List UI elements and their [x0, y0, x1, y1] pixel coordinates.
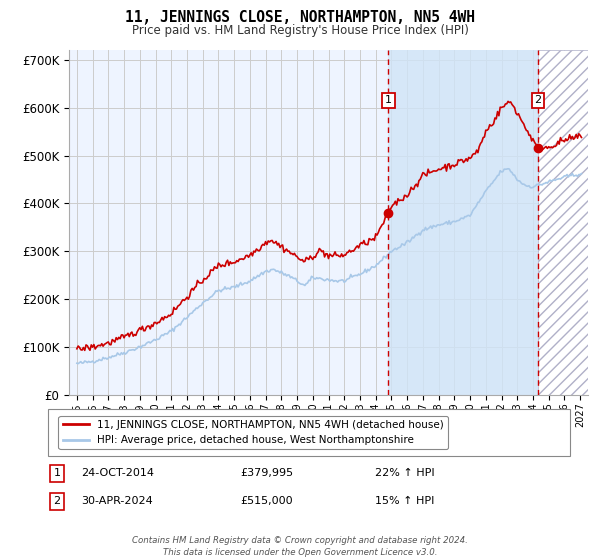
- Text: 2: 2: [53, 496, 61, 506]
- Text: Contains HM Land Registry data © Crown copyright and database right 2024.
This d: Contains HM Land Registry data © Crown c…: [132, 536, 468, 557]
- Legend: 11, JENNINGS CLOSE, NORTHAMPTON, NN5 4WH (detached house), HPI: Average price, d: 11, JENNINGS CLOSE, NORTHAMPTON, NN5 4WH…: [58, 416, 448, 449]
- FancyBboxPatch shape: [48, 409, 570, 456]
- Text: 22% ↑ HPI: 22% ↑ HPI: [375, 468, 434, 478]
- Text: 1: 1: [53, 468, 61, 478]
- Text: 15% ↑ HPI: 15% ↑ HPI: [375, 496, 434, 506]
- Text: 24-OCT-2014: 24-OCT-2014: [81, 468, 154, 478]
- Bar: [388, 50, 538, 395]
- Text: 30-APR-2024: 30-APR-2024: [81, 496, 153, 506]
- Text: £379,995: £379,995: [240, 468, 293, 478]
- Text: £515,000: £515,000: [240, 496, 293, 506]
- Text: Price paid vs. HM Land Registry's House Price Index (HPI): Price paid vs. HM Land Registry's House …: [131, 24, 469, 37]
- Text: 1: 1: [385, 95, 392, 105]
- Text: 2: 2: [535, 95, 542, 105]
- Bar: [538, 50, 588, 395]
- Text: 11, JENNINGS CLOSE, NORTHAMPTON, NN5 4WH: 11, JENNINGS CLOSE, NORTHAMPTON, NN5 4WH: [125, 10, 475, 25]
